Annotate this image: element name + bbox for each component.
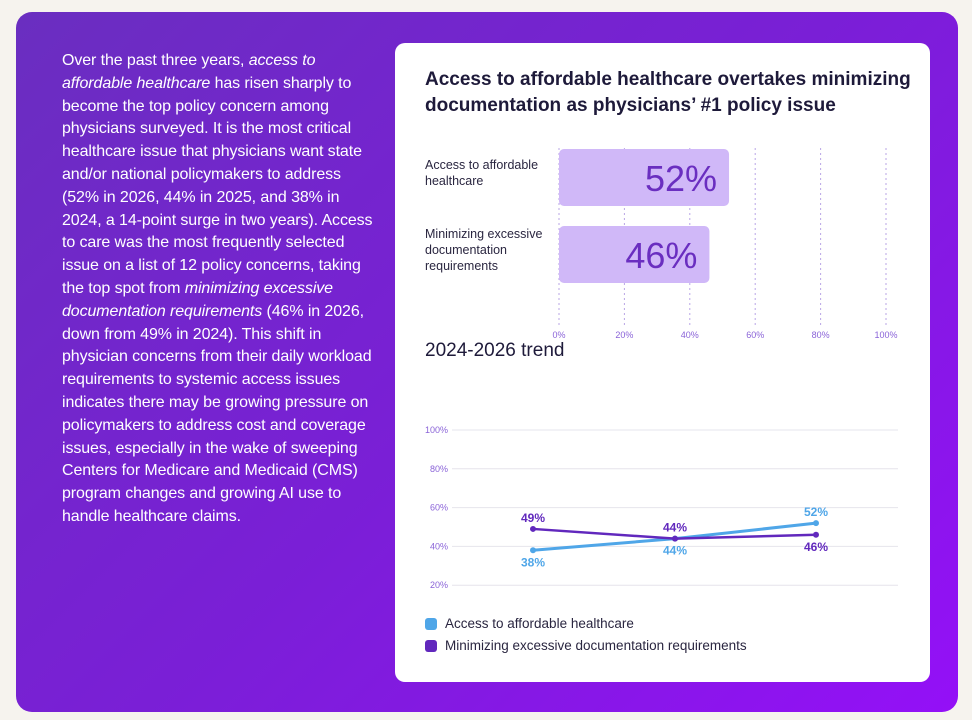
bar-value-label: 46%	[625, 235, 697, 276]
data-label: 44%	[663, 544, 687, 558]
legend-swatch-access	[425, 617, 437, 630]
legend-label: Minimizing excessive documentation requi…	[445, 638, 747, 653]
y-tick-label: 100%	[425, 425, 448, 435]
chart-card: Access to affordable healthcare overtake…	[395, 43, 930, 682]
bar-value-label: 52%	[645, 158, 717, 199]
chart-title: Access to affordable healthcare overtake…	[425, 69, 911, 116]
intro-paragraph: Over the past three years, access to aff…	[62, 50, 374, 529]
body-text: (46% in 2026, down from 49% in 2024). Th…	[62, 302, 372, 525]
x-tick-label: 40%	[681, 330, 699, 340]
x-tick-label: 20%	[615, 330, 633, 340]
data-point	[813, 531, 819, 538]
bar	[559, 149, 730, 206]
bar-chart: 0% 20% 40% 60% 80% 100% 52% Access to affordabl…	[425, 148, 898, 340]
x-tick-label: 100%	[874, 330, 897, 340]
body-text: has risen sharply to become the top poli…	[62, 74, 373, 297]
data-label: 44%	[663, 521, 687, 535]
category-label: Minimizing excessive documentation require…	[425, 227, 542, 273]
trend-title: 2024-2026 trend	[425, 340, 565, 361]
data-label: 49%	[521, 511, 545, 525]
category-label: Access to affordable healthcare	[425, 158, 538, 188]
legend-label: Access to affordable healthcare	[445, 616, 634, 631]
data-point	[813, 520, 819, 527]
emphasis-text: access to affordable healthcare	[62, 52, 316, 92]
y-tick-label: 60%	[430, 503, 448, 513]
bar	[559, 226, 710, 283]
data-point	[672, 535, 678, 542]
y-tick-label: 80%	[430, 464, 448, 474]
y-tick-label: 20%	[430, 580, 448, 590]
y-tick-label: 40%	[430, 541, 448, 551]
data-label: 46%	[804, 540, 828, 554]
x-tick-label: 0%	[552, 330, 565, 340]
data-point	[530, 547, 536, 554]
emphasis-text: minimizing excessive documentation requi…	[62, 279, 333, 320]
data-label: 52%	[804, 505, 828, 519]
data-label: 38%	[521, 555, 545, 569]
x-tick-label: 60%	[746, 330, 764, 340]
x-tick-label: 80%	[812, 330, 830, 340]
legend-swatch-documentation	[425, 639, 437, 652]
body-text: Over the past three years,	[62, 52, 249, 69]
legend-item-access: Access to affordable healthcare	[425, 616, 634, 631]
line-chart: 0%20%40%60%80%100%20242025202638%44%52%4…	[425, 425, 898, 590]
data-point	[530, 525, 536, 532]
legend-item-documentation: Minimizing excessive documentation requi…	[425, 638, 747, 653]
